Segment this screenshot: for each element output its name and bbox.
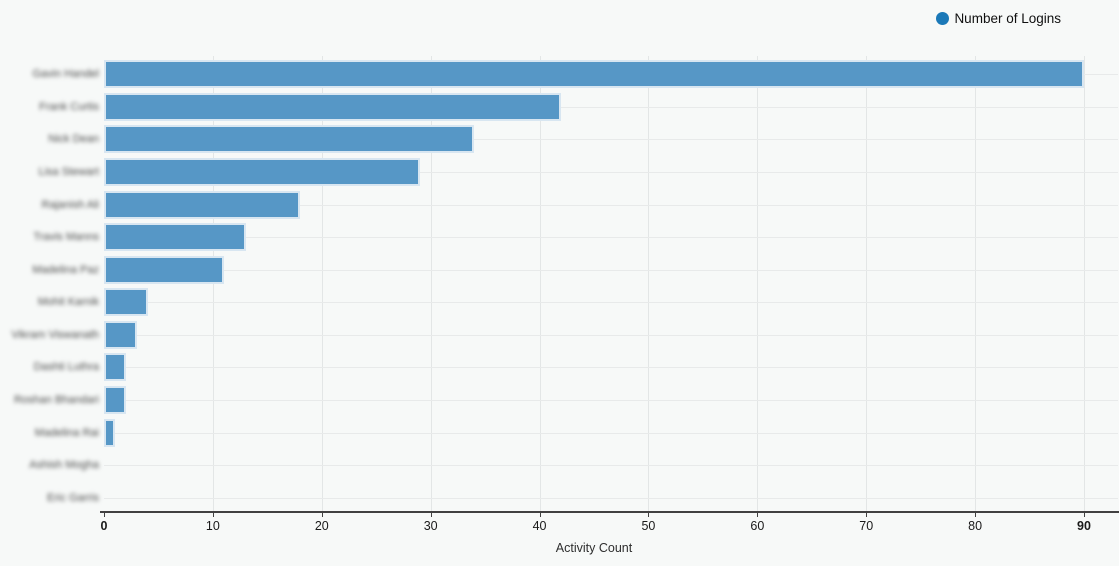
bar[interactable]	[104, 256, 224, 284]
x-tick-label: 70	[859, 519, 874, 533]
gridline-horizontal	[104, 433, 1118, 434]
gridline-horizontal	[104, 498, 1118, 499]
y-axis-label: Mohit Karnik	[37, 296, 99, 308]
gridline-vertical	[212, 56, 214, 512]
bar[interactable]	[104, 353, 126, 381]
bar[interactable]	[104, 386, 126, 414]
x-tick-label: 50	[641, 519, 656, 533]
x-tick-label: 80	[968, 519, 983, 533]
y-axis-label: Ashish Mogha	[29, 459, 99, 471]
y-axis-labels: Gavin Handel Frank Curtis Nick Dean Lisa St…	[0, 56, 104, 512]
x-tick-mark	[757, 513, 759, 517]
plot-area	[104, 56, 1118, 512]
gridline-horizontal	[104, 205, 1118, 206]
y-axis-label: Madelina Rai	[34, 427, 99, 439]
gridline-vertical	[539, 56, 541, 512]
x-tick-mark	[321, 513, 323, 517]
bar[interactable]	[104, 60, 1084, 88]
gridline-horizontal	[104, 237, 1118, 238]
y-axis-label: Roshan Bhandari	[13, 394, 99, 406]
y-axis-label: Eric Garris	[47, 492, 99, 504]
gridline-horizontal	[104, 107, 1118, 108]
gridline-vertical	[321, 56, 323, 512]
gridline-vertical	[1084, 56, 1085, 512]
y-axis-label: Frank Curtis	[39, 101, 99, 113]
x-tick-mark	[212, 513, 214, 517]
y-axis-label: Madelina Paz	[32, 264, 99, 276]
x-tick-mark	[539, 513, 541, 517]
legend[interactable]: Number of Logins	[936, 11, 1061, 26]
gridline-horizontal	[104, 302, 1118, 303]
gridline-vertical	[430, 56, 432, 512]
y-axis-label: Dashti Luthra	[33, 361, 99, 373]
bar[interactable]	[104, 419, 115, 447]
gridline-horizontal	[104, 465, 1118, 466]
bar[interactable]	[104, 191, 300, 219]
x-tick-mark	[1084, 513, 1085, 517]
gridline-horizontal	[104, 367, 1118, 368]
x-tick-label: 30	[423, 519, 438, 533]
x-axis: Activity Count 0 10 20 30 40 50 60 70 80 90	[100, 513, 1119, 566]
x-tick-mark	[975, 513, 977, 517]
bar[interactable]	[104, 321, 137, 349]
gridline-horizontal	[104, 400, 1118, 401]
x-tick-label: 90	[1077, 519, 1091, 533]
bar[interactable]	[104, 125, 474, 153]
x-axis-title: Activity Count	[555, 541, 633, 555]
x-tick-label: 40	[532, 519, 547, 533]
x-tick-mark	[648, 513, 650, 517]
x-tick-label: 20	[314, 519, 329, 533]
y-axis-label: Vikram Viswanath	[11, 329, 99, 341]
gridline-vertical	[975, 56, 977, 512]
y-axis-label: Lisa Stewart	[38, 166, 99, 178]
bar[interactable]	[104, 93, 561, 121]
y-axis-label: Nick Dean	[48, 133, 99, 145]
gridline-vertical	[757, 56, 759, 512]
x-axis-line	[100, 511, 1119, 513]
x-tick-mark	[866, 513, 868, 517]
x-tick-mark	[430, 513, 432, 517]
gridline-horizontal	[104, 172, 1118, 173]
x-tick-label: 60	[750, 519, 765, 533]
y-axis-label: Rajanish Ali	[41, 199, 99, 211]
x-tick-label: 0	[100, 519, 108, 533]
legend-marker-icon	[936, 12, 950, 25]
gridline-horizontal	[104, 139, 1118, 140]
gridline-vertical	[866, 56, 868, 512]
x-tick-label: 10	[205, 519, 220, 533]
gridline-horizontal	[104, 335, 1118, 336]
bar[interactable]	[104, 223, 246, 251]
bar[interactable]	[104, 288, 148, 316]
bar[interactable]	[104, 158, 420, 186]
legend-label: Number of Logins	[954, 11, 1061, 26]
y-axis-label: Travis Manns	[33, 231, 99, 243]
x-tick-mark	[104, 513, 105, 517]
gridline-horizontal	[104, 270, 1118, 271]
gridline-vertical	[648, 56, 650, 512]
y-axis-label: Gavin Handel	[32, 68, 99, 80]
